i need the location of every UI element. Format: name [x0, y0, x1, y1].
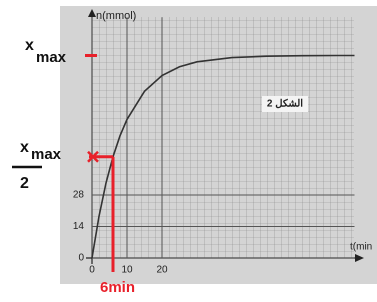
time-label: 6min: [100, 279, 135, 296]
xmax-subscript: max: [36, 49, 67, 66]
minor-grid: [92, 17, 354, 258]
x-tick-label: 10: [121, 265, 133, 276]
figure-label: الشكل 2: [267, 99, 303, 110]
x-axis-label: t(min: [350, 242, 372, 253]
y-axis-label: n(mmol): [96, 10, 136, 22]
y-tick-label: 28: [73, 190, 85, 201]
half-symbol: x: [20, 139, 29, 156]
xmax-symbol: x: [25, 37, 34, 54]
half-subscript: max: [31, 146, 62, 163]
y-tick-label: 14: [73, 221, 85, 232]
x-tick-label: 0: [89, 265, 95, 276]
x-tick-label: 20: [156, 265, 168, 276]
y-tick-label: 0: [78, 253, 84, 264]
chart: n(mmol) t(min الشكل 2 x max x max 2 6min…: [0, 0, 377, 297]
half-denominator: 2: [20, 175, 29, 192]
